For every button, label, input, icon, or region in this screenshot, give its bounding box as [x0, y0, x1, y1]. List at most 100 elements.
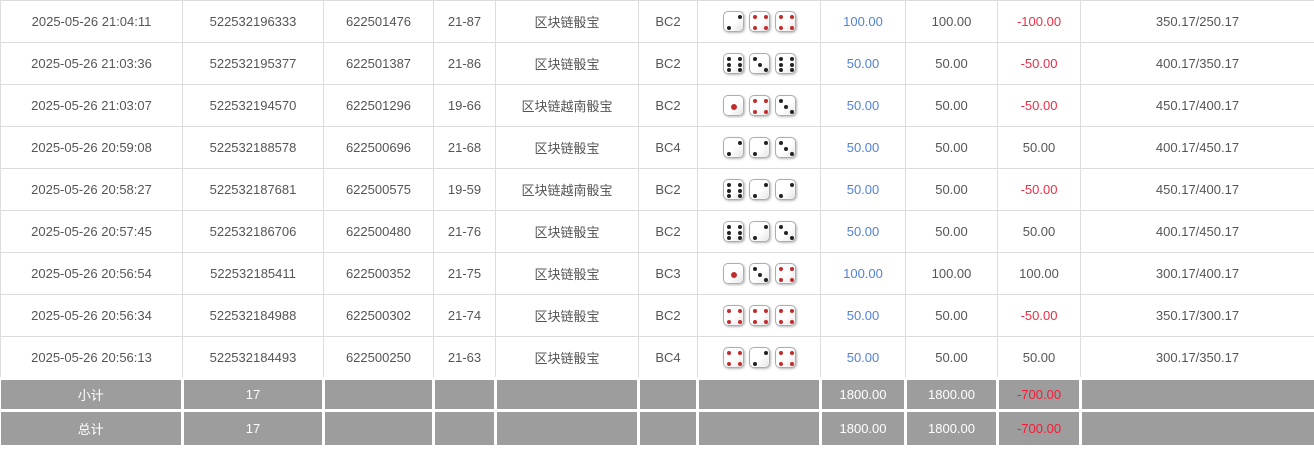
dice-result-group	[722, 53, 796, 74]
bet-time: 2025-05-26 20:56:34	[0, 294, 183, 337]
summary-win-loss: -700.00	[996, 409, 1082, 448]
balance: 400.17/350.17	[1080, 42, 1314, 85]
die-pip	[752, 194, 757, 198]
dice-result	[697, 42, 821, 85]
dice-result-group	[722, 346, 796, 368]
bet-amount[interactable]: 50.00	[820, 168, 906, 211]
die-pip	[737, 15, 742, 19]
win-loss: -50.00	[997, 84, 1081, 127]
summary-empty-cell	[432, 409, 497, 448]
valid-amount: 50.00	[905, 42, 998, 85]
die-pip	[726, 152, 731, 156]
die-face-2-black-icon	[774, 179, 796, 200]
die-pip	[789, 183, 794, 187]
die-pip	[789, 236, 794, 240]
bet-amount[interactable]: 50.00	[820, 294, 906, 337]
die-face-2-black-icon	[722, 137, 744, 158]
bet-amount[interactable]: 100.00	[820, 0, 906, 43]
bet-amount[interactable]: 50.00	[820, 336, 906, 379]
game-name: 区块链骰宝	[495, 42, 639, 85]
die-pip	[758, 272, 762, 277]
dice-result	[697, 168, 821, 211]
die-pip	[763, 225, 768, 229]
die-pip	[778, 141, 783, 145]
game-name: 区块链骰宝	[495, 210, 639, 253]
die-face-3-black-icon	[774, 137, 796, 158]
die-pip	[789, 309, 794, 313]
summary-valid-amount: 1800.00	[904, 409, 999, 448]
die-pip	[726, 194, 731, 198]
summary-empty-cell	[494, 409, 640, 448]
bet-amount[interactable]: 50.00	[820, 84, 906, 127]
die-pip	[737, 236, 742, 240]
round-id: 622500352	[323, 252, 434, 295]
summary-win-loss: -700.00	[996, 377, 1082, 412]
die-pip	[726, 361, 731, 366]
die-pip	[763, 68, 768, 72]
bet-amount[interactable]: 50.00	[820, 210, 906, 253]
game-name: 区块链骰宝	[495, 126, 639, 169]
die-pip	[752, 320, 757, 324]
die-pip	[752, 236, 757, 240]
dice-result	[697, 0, 821, 43]
dice-result-group	[722, 305, 796, 326]
game-name: 区块链骰宝	[495, 252, 639, 295]
bet-time: 2025-05-26 20:56:54	[0, 252, 183, 295]
die-pip	[726, 230, 731, 235]
die-pip	[763, 15, 768, 19]
table-row: 2025-05-26 21:04:11 522532196333 622501476…	[0, 0, 1314, 43]
round-id: 622501387	[323, 42, 434, 85]
table-row: 2025-05-26 20:56:13 522532184493 622500250…	[0, 336, 1314, 379]
valid-amount: 50.00	[905, 210, 998, 253]
period: 21-74	[433, 294, 496, 337]
die-pip	[737, 141, 742, 145]
bet-amount[interactable]: 100.00	[820, 252, 906, 295]
die-pip	[731, 271, 737, 278]
die-pip	[789, 57, 794, 61]
round-id: 622500302	[323, 294, 434, 337]
die-pip	[778, 57, 783, 61]
balance: 300.17/350.17	[1080, 336, 1314, 379]
win-loss: -50.00	[997, 294, 1081, 337]
table-code: BC2	[638, 84, 698, 127]
valid-amount: 100.00	[905, 0, 998, 43]
table-row: 2025-05-26 20:56:54 522532185411 622500352…	[0, 252, 1314, 295]
table-code: BC2	[638, 168, 698, 211]
dice-result	[697, 84, 821, 127]
dice-result	[697, 126, 821, 169]
valid-amount: 50.00	[905, 294, 998, 337]
balance: 400.17/450.17	[1080, 210, 1314, 253]
die-pip	[731, 103, 737, 110]
die-pip	[726, 57, 731, 61]
valid-amount: 50.00	[905, 126, 998, 169]
die-pip	[763, 320, 768, 324]
summary-bet-amount: 1800.00	[819, 409, 907, 448]
win-loss: -100.00	[997, 0, 1081, 43]
bet-time: 2025-05-26 21:03:36	[0, 42, 183, 85]
bet-amount[interactable]: 50.00	[820, 126, 906, 169]
period: 21-68	[433, 126, 496, 169]
balance: 450.17/400.17	[1080, 84, 1314, 127]
die-pip	[752, 152, 757, 156]
round-id: 622500250	[323, 336, 434, 379]
summary-empty-cell	[1079, 409, 1314, 448]
die-pip	[763, 350, 768, 355]
die-face-3-black-icon	[774, 221, 796, 242]
die-pip	[726, 236, 731, 240]
round-id: 622500575	[323, 168, 434, 211]
game-name: 区块链越南骰宝	[495, 168, 639, 211]
dice-result-group	[722, 95, 796, 116]
bet-amount[interactable]: 50.00	[820, 42, 906, 85]
die-face-4-red-icon	[748, 95, 770, 116]
die-pip	[726, 320, 731, 324]
die-pip	[789, 267, 794, 271]
die-pip	[737, 194, 742, 198]
balance: 350.17/300.17	[1080, 294, 1314, 337]
die-pip	[726, 183, 731, 187]
die-pip	[778, 62, 783, 67]
die-face-3-black-icon	[748, 53, 770, 74]
die-pip	[752, 15, 757, 19]
subtotal-row: 小计 17 1800.00 1800.00 -700.00	[0, 377, 1314, 412]
die-pip	[737, 57, 742, 61]
table-row: 2025-05-26 20:56:34 522532184988 622500302…	[0, 294, 1314, 337]
